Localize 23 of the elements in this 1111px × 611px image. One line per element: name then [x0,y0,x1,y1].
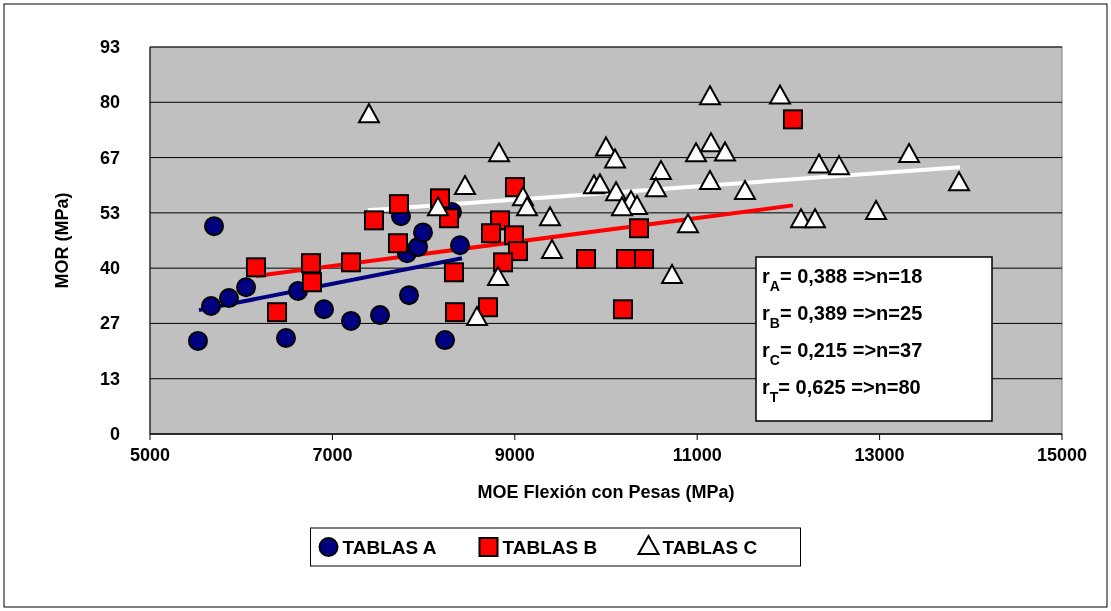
x-tick-label: 7000 [312,445,353,465]
x-tick-label: 9000 [494,445,535,465]
y-tick-label: 80 [99,92,120,113]
x-axis-title: MOE Flexión con Pesas (MPa) [477,482,735,502]
y-tick-label: 40 [99,258,120,279]
legend-label: TABLAS B [502,537,598,558]
y-tick-label: 67 [99,147,120,168]
x-tick-label: 11000 [672,445,722,465]
annotation: r$_{T}$= 0,625 =>n=80 [762,376,921,405]
x-tick-label: 5000 [129,445,171,465]
y-tick-label: 53 [99,202,120,223]
x-tick-label: 13000 [854,445,905,465]
y-tick-label: 13 [99,368,120,389]
legend-label: TABLAS C [662,537,758,558]
y-tick-label: 27 [99,313,120,334]
y-tick-label: 0 [109,424,120,444]
y-tick-label: 93 [99,37,120,57]
annotation: r$_{B}$= 0,389 =>n=25 [762,302,923,331]
x-tick-label: 15000 [1036,445,1088,465]
legend-label: TABLAS A [342,537,437,558]
y-axis-title: MOR (MPa) [52,192,72,289]
annotation: r$_{A}$= 0,388 =>n=18 [762,265,923,294]
annotation: r$_{C}$= 0,215 =>n=37 [762,339,923,368]
